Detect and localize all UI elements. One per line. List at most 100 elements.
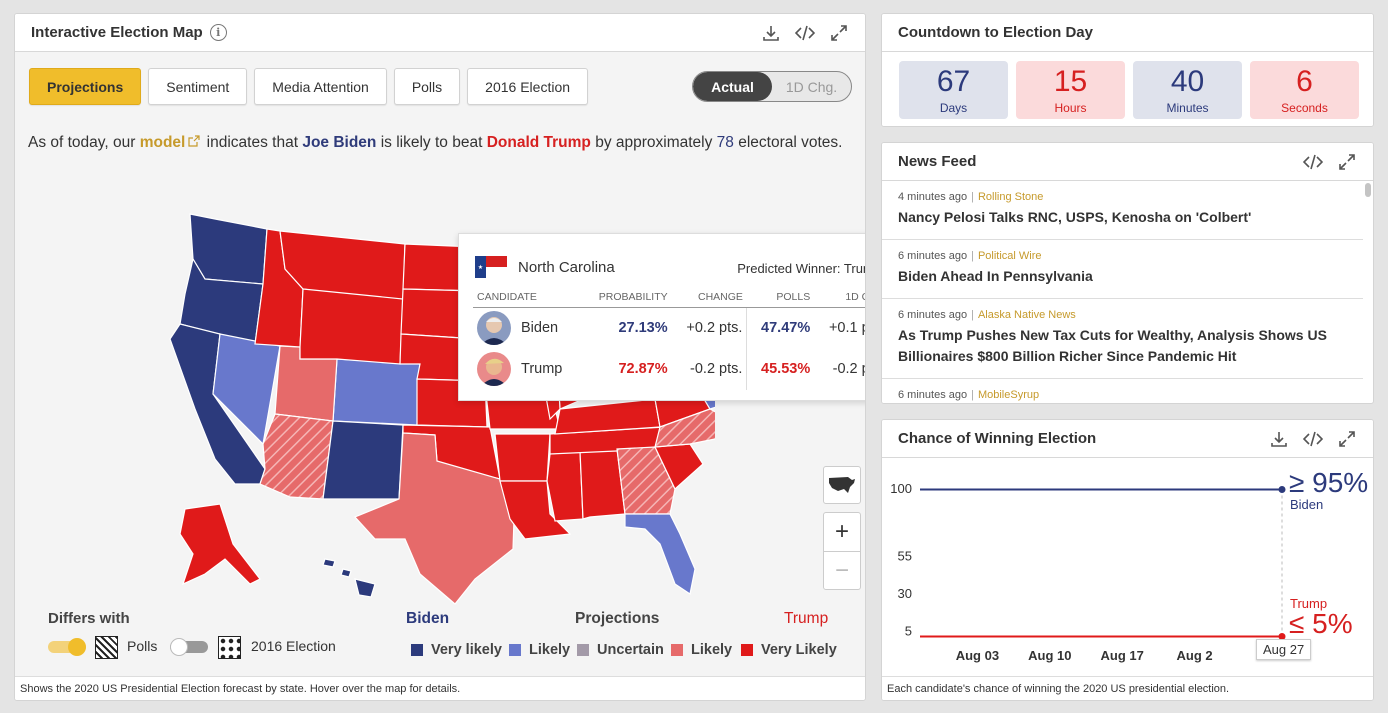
trump-polls: 45.53% xyxy=(746,348,815,390)
news-item[interactable]: 6 minutes ago | Political Wire Biden Ahead… xyxy=(882,240,1363,299)
election-2016-toggle[interactable] xyxy=(170,638,210,656)
info-icon[interactable]: i xyxy=(209,24,227,41)
state-texas[interactable] xyxy=(353,432,516,605)
news-source[interactable]: Alaska Native News xyxy=(977,309,1076,321)
state-new-mexico[interactable] xyxy=(322,420,404,500)
y-tick-label: 55 xyxy=(898,549,912,564)
trump-avatar xyxy=(477,352,511,386)
countdown-unit: Days xyxy=(939,101,968,115)
zoom-out-button[interactable]: − xyxy=(824,551,860,589)
state-alaska[interactable] xyxy=(179,503,261,586)
mode-actual[interactable]: Actual xyxy=(693,72,772,101)
countdown-unit: Hours xyxy=(1054,101,1087,115)
countdown-panel: Countdown to Election Day 67 Days 15 Hours… xyxy=(881,13,1374,127)
mode-1d-change[interactable]: 1D Chg. xyxy=(785,78,838,95)
tab-2016-election[interactable]: 2016 Election xyxy=(467,68,589,105)
legend-label: Likely xyxy=(529,642,571,658)
tooltip-table: CANDIDATE PROBABILITY CHANGE POLLS 1D CH… xyxy=(473,291,865,390)
scrollbar-thumb[interactable] xyxy=(1365,183,1371,197)
embed-code-icon[interactable] xyxy=(1303,429,1323,449)
state-arizona[interactable] xyxy=(259,413,334,500)
legend-label: Uncertain xyxy=(597,642,664,658)
news-scrollbar[interactable] xyxy=(1365,183,1371,403)
expand-icon[interactable] xyxy=(829,23,849,43)
tooltip-state-name: North Carolina xyxy=(518,259,615,276)
state-mississippi[interactable] xyxy=(546,450,584,522)
series-point-trump xyxy=(1278,633,1286,640)
tab-polls[interactable]: Polls xyxy=(393,68,461,105)
series-point-biden xyxy=(1278,486,1286,493)
state-colorado[interactable] xyxy=(332,358,421,426)
expand-icon[interactable] xyxy=(1337,152,1357,172)
countdown-title: Countdown to Election Day xyxy=(898,24,1093,41)
x-tick-label: Aug 17 xyxy=(1101,648,1144,663)
state-hawaii[interactable] xyxy=(322,558,376,598)
countdown-value: 67 xyxy=(936,65,971,98)
download-icon[interactable] xyxy=(1269,429,1289,449)
countdown-hours: 15 Hours xyxy=(1016,61,1125,119)
news-source[interactable]: MobileSyrup xyxy=(977,389,1040,401)
polls-legend-label: Polls xyxy=(127,638,158,654)
chance-line-chart[interactable]: 100 55 30 5 Aug 03 Aug 10 Aug 17 Aug 2 xyxy=(882,458,1373,678)
embed-code-icon[interactable] xyxy=(795,23,815,43)
state-arkansas[interactable] xyxy=(494,433,551,482)
legend-swatch xyxy=(671,644,683,656)
tab-sentiment[interactable]: Sentiment xyxy=(148,68,248,105)
countdown-value: 15 xyxy=(1053,65,1088,98)
svg-text:★: ★ xyxy=(478,264,483,271)
news-item[interactable]: 6 minutes ago | Alaska Native News As Trum… xyxy=(882,299,1363,379)
legend-label: Likely xyxy=(691,642,733,658)
countdown-seconds: 6 Seconds xyxy=(1250,61,1359,119)
biden-chance-value: ≥ 95% xyxy=(1289,467,1369,498)
view-tabs: Projections Sentiment Media Attention Po… xyxy=(29,68,589,105)
col-change: CHANGE xyxy=(671,291,747,308)
tab-media-attention[interactable]: Media Attention xyxy=(254,68,387,105)
col-probability: PROBABILITY xyxy=(581,291,672,308)
zoom-controls: + − xyxy=(823,512,861,590)
news-source[interactable]: Political Wire xyxy=(977,250,1042,262)
chance-footer: Each candidate's chance of winning the 2… xyxy=(882,676,1373,700)
differs-with-label: Differs with xyxy=(48,610,130,627)
trump-scale-label: Trump xyxy=(784,610,829,627)
reset-map-button[interactable] xyxy=(823,466,861,504)
news-item[interactable]: 6 minutes ago | MobileSyrup xyxy=(882,379,1363,403)
trump-1d-chg: -0.2 pts. xyxy=(832,361,865,377)
election-2016-legend-label: 2016 Election xyxy=(251,638,336,654)
state-florida[interactable] xyxy=(624,513,696,595)
embed-code-icon[interactable] xyxy=(1303,152,1323,172)
news-headline[interactable]: As Trump Pushes New Tax Cuts for Wealthy… xyxy=(898,327,1327,364)
state-wyoming[interactable] xyxy=(299,288,404,365)
biden-avatar xyxy=(477,311,511,346)
legend-label: Very Likely xyxy=(761,642,837,658)
news-item[interactable]: 4 minutes ago | Rolling Stone Nancy Pelosi… xyxy=(882,181,1363,240)
countdown-days: 67 Days xyxy=(899,61,1008,119)
external-link-icon[interactable] xyxy=(188,135,200,147)
election-map-panel: Interactive Election Map i Projections S… xyxy=(14,13,866,701)
trump-chance-value: ≤ 5% xyxy=(1289,608,1353,639)
legend-label: Very likely xyxy=(431,642,502,658)
polls-toggle[interactable] xyxy=(48,638,88,656)
trump-name: Donald Trump xyxy=(486,134,591,151)
expand-icon[interactable] xyxy=(1337,429,1357,449)
y-tick-label: 5 xyxy=(905,624,912,639)
table-row: Biden 27.13% +0.2 pts. 47.47% +0.1 pts. xyxy=(473,307,865,349)
hover-date-tooltip: Aug 27 xyxy=(1256,639,1312,660)
y-tick-label: 100 xyxy=(890,481,912,496)
biden-name: Joe Biden xyxy=(302,134,377,151)
tab-projections[interactable]: Projections xyxy=(29,68,142,105)
x-tick-label: Aug 2 xyxy=(1177,648,1213,663)
col-polls: POLLS xyxy=(746,291,815,308)
state-georgia[interactable] xyxy=(616,446,676,515)
col-1d-chg: 1D CHG xyxy=(814,291,865,308)
x-tick-label: Aug 10 xyxy=(1028,648,1071,663)
news-source[interactable]: Rolling Stone xyxy=(977,191,1044,203)
download-icon[interactable] xyxy=(761,23,781,43)
model-link[interactable]: model xyxy=(139,134,186,151)
zoom-in-button[interactable]: + xyxy=(834,518,849,545)
news-headline[interactable]: Biden Ahead In Pennsylvania xyxy=(898,268,1093,284)
polls-hatch-swatch xyxy=(95,636,118,659)
legend-item: Likely xyxy=(509,642,570,658)
news-headline[interactable]: Nancy Pelosi Talks RNC, USPS, Kenosha on… xyxy=(898,209,1252,225)
x-tick-label: Aug 03 xyxy=(956,648,999,663)
news-feed-panel: News Feed 4 minutes ago | Rolling Stone Na… xyxy=(881,142,1374,404)
